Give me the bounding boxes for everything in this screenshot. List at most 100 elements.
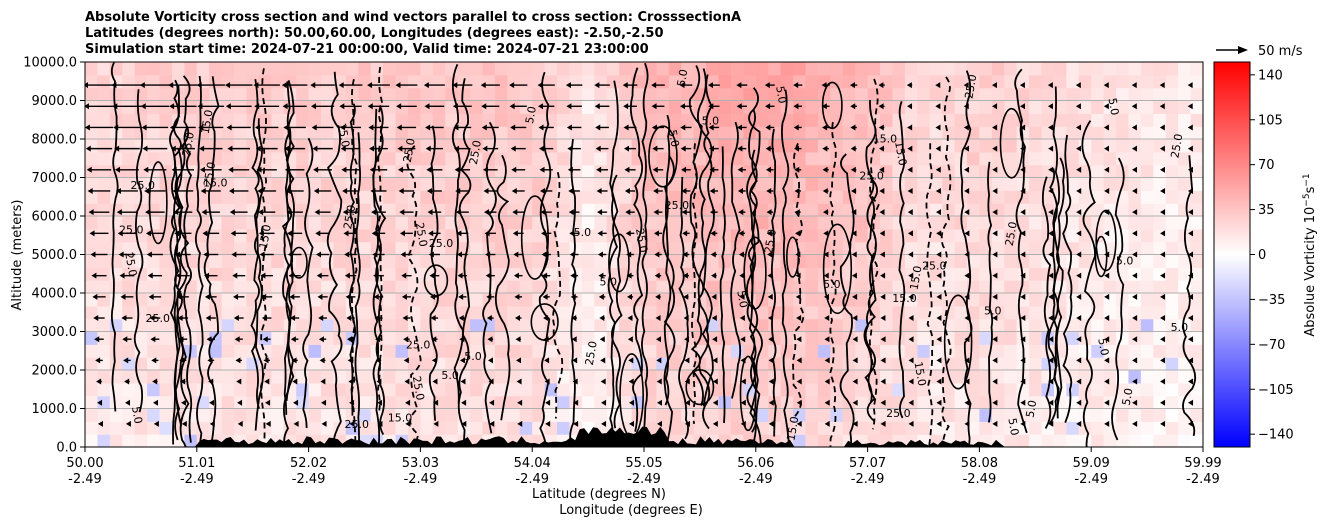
wind-vector-head <box>683 293 689 300</box>
wind-vector-head <box>484 209 490 216</box>
wind-vector-head <box>567 145 573 152</box>
vorticity-cell <box>668 331 682 345</box>
vorticity-cell <box>85 305 99 320</box>
vorticity-cell <box>855 357 869 371</box>
vorticity-cell <box>134 100 148 114</box>
wind-vector-head <box>908 378 914 385</box>
vorticity-cell <box>768 216 782 230</box>
wind-vector-head <box>97 420 103 427</box>
vorticity-cell <box>1091 151 1105 166</box>
vorticity-cell <box>569 151 583 166</box>
wind-vector-head <box>140 103 146 110</box>
wind-vector-head <box>96 378 102 385</box>
vorticity-cell <box>730 62 744 76</box>
vorticity-cell <box>171 126 185 140</box>
vorticity-cell <box>1165 421 1179 435</box>
vorticity-cell <box>532 177 546 191</box>
vorticity-cell <box>470 357 484 371</box>
vorticity-cell <box>730 74 744 89</box>
vorticity-cell <box>470 395 484 410</box>
vorticity-cell <box>1190 434 1203 447</box>
vorticity-cell <box>420 254 434 268</box>
wind-vector-head <box>653 209 659 216</box>
wind-vector-head <box>114 145 120 152</box>
vorticity-cell <box>333 100 347 114</box>
vorticity-cell <box>718 87 732 102</box>
vorticity-cell <box>830 62 844 76</box>
vorticity-cell <box>991 62 1005 76</box>
vorticity-cell <box>209 241 223 256</box>
vorticity-cell <box>519 280 533 294</box>
vorticity-cell <box>855 113 869 127</box>
vorticity-cell <box>321 203 335 217</box>
vorticity-cell <box>1029 87 1043 102</box>
vorticity-cell <box>681 357 695 371</box>
vorticity-cell <box>830 293 844 307</box>
wind-vector-head <box>601 399 607 406</box>
wind-vector-head <box>405 399 411 406</box>
vorticity-cell <box>1128 190 1142 204</box>
wind-vector-head <box>206 336 212 343</box>
vorticity-cell <box>1165 382 1179 397</box>
vorticity-cell <box>519 87 533 102</box>
vorticity-cell <box>917 126 931 140</box>
vorticity-cell <box>209 228 223 243</box>
vorticity-cell <box>619 318 633 333</box>
contour-label: 5.0 <box>129 405 145 424</box>
wind-vector-head <box>1020 357 1026 364</box>
vorticity-cell <box>519 254 533 268</box>
vorticity-cell <box>507 87 521 102</box>
vorticity-cell <box>420 357 434 371</box>
wind-vector-head <box>767 272 773 279</box>
wind-vector-head <box>209 399 215 406</box>
vorticity-cell <box>1053 100 1067 114</box>
vorticity-cell <box>147 344 161 358</box>
vorticity-cell <box>333 62 347 76</box>
wind-vector-head <box>265 420 271 427</box>
vorticity-cell <box>159 318 173 333</box>
wind-vector-head <box>181 420 187 427</box>
wind-vector-head <box>121 315 127 322</box>
wind-vector-head <box>1104 378 1110 385</box>
vorticity-cell <box>557 126 571 140</box>
vorticity-cell <box>420 293 434 307</box>
vorticity-cell <box>1128 74 1142 89</box>
vorticity-cell <box>892 331 906 345</box>
vorticity-cell <box>383 421 397 435</box>
vorticity-cell <box>594 382 608 397</box>
vorticity-cell <box>594 395 608 410</box>
vorticity-cell <box>1029 74 1043 89</box>
vorticity-cell <box>805 344 819 358</box>
vorticity-cell <box>85 216 99 230</box>
vorticity-cell <box>122 139 136 153</box>
vorticity-cell <box>817 395 831 410</box>
vorticity-cell <box>395 254 409 268</box>
vorticity-cell <box>1140 254 1154 268</box>
vorticity-cell <box>730 318 744 333</box>
wind-vector-head <box>152 378 158 385</box>
vorticity-cell <box>1140 421 1154 435</box>
vorticity-cell <box>793 100 807 114</box>
vorticity-cell <box>321 408 335 422</box>
title-line-1: Absolute Vorticity cross section and win… <box>85 10 741 25</box>
vorticity-cell <box>209 216 223 230</box>
wind-vector-head <box>795 293 801 300</box>
vorticity-cell <box>85 370 99 384</box>
wind-vector-head <box>426 187 432 194</box>
vorticity-cell <box>507 395 521 410</box>
vorticity-cell <box>234 62 248 76</box>
vorticity-cell <box>457 177 471 191</box>
contour-line <box>250 79 260 409</box>
vorticity-cell <box>420 395 434 410</box>
vorticity-cell <box>1128 87 1142 102</box>
vorticity-cell <box>979 139 993 153</box>
vorticity-cell <box>97 331 111 345</box>
vorticity-cell <box>780 62 794 76</box>
vorticity-cell <box>1153 434 1167 447</box>
wind-vector-head <box>481 124 487 131</box>
wind-vector-head <box>595 145 601 152</box>
wind-vector-head <box>711 293 717 300</box>
vorticity-cell <box>271 190 285 204</box>
vorticity-cell <box>606 408 620 422</box>
vorticity-cell <box>793 139 807 153</box>
